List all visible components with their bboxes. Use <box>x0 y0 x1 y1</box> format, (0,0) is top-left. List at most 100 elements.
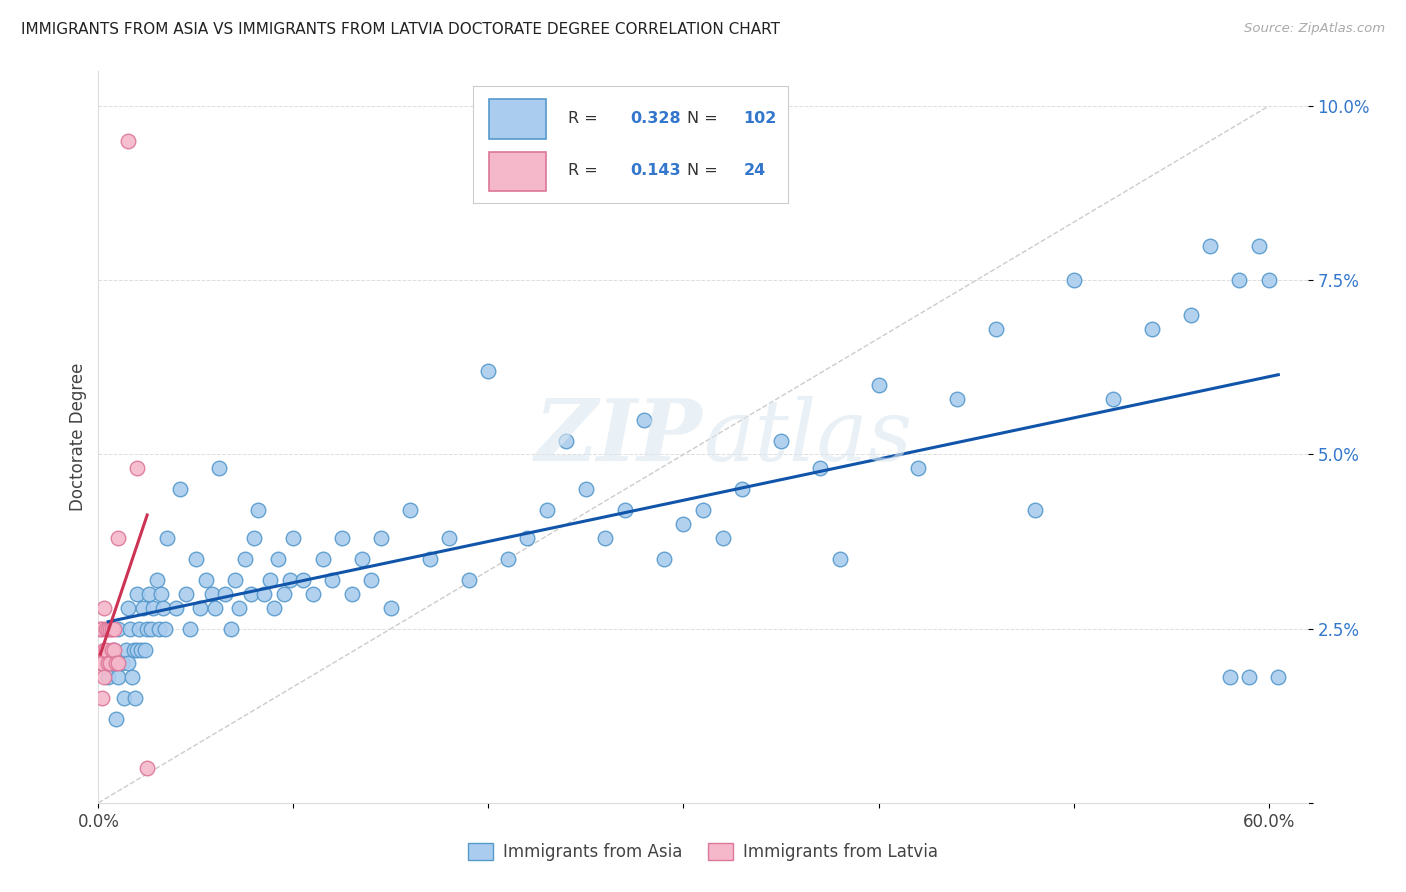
Point <box>91 691 114 706</box>
Point <box>614 503 637 517</box>
Point <box>253 587 276 601</box>
Point <box>97 670 120 684</box>
Point <box>146 573 169 587</box>
Text: ZIP: ZIP <box>536 395 703 479</box>
Point <box>93 670 115 684</box>
Point <box>1219 670 1241 684</box>
Point <box>247 503 270 517</box>
Point <box>98 657 121 671</box>
Point <box>127 587 149 601</box>
Point <box>555 434 578 448</box>
Point <box>101 622 124 636</box>
Point <box>575 483 598 497</box>
Point <box>283 531 305 545</box>
Point <box>111 657 134 671</box>
Point <box>139 622 162 636</box>
Point <box>122 642 145 657</box>
Point <box>1101 392 1123 406</box>
Point <box>104 657 127 671</box>
Point <box>692 503 714 517</box>
Point <box>107 531 129 545</box>
Point <box>1024 503 1046 517</box>
Point <box>127 461 149 475</box>
Point <box>1247 238 1270 252</box>
Point <box>302 587 325 601</box>
Point <box>496 552 519 566</box>
Point <box>219 622 242 636</box>
Point <box>267 552 290 566</box>
Point <box>633 412 655 426</box>
Point <box>239 587 262 601</box>
Point <box>117 134 139 148</box>
Point <box>1257 273 1279 287</box>
Point <box>89 657 111 671</box>
Point <box>124 691 146 706</box>
Point <box>370 531 392 545</box>
Point <box>1140 322 1163 336</box>
Point <box>93 600 115 615</box>
Point <box>439 531 461 545</box>
Point <box>165 600 187 615</box>
Point <box>132 600 155 615</box>
Point <box>103 642 125 657</box>
Point <box>149 587 172 601</box>
Point <box>1237 670 1260 684</box>
Point <box>273 587 295 601</box>
Point <box>731 483 754 497</box>
Point <box>536 503 558 517</box>
Point <box>131 642 153 657</box>
Point <box>118 622 141 636</box>
Point <box>127 642 149 657</box>
Point <box>233 552 256 566</box>
Legend: Immigrants from Asia, Immigrants from Latvia: Immigrants from Asia, Immigrants from La… <box>461 836 945 868</box>
Point <box>107 657 129 671</box>
Text: atlas: atlas <box>703 396 912 478</box>
Point <box>152 600 174 615</box>
Point <box>907 461 929 475</box>
Point <box>89 622 111 636</box>
Point <box>1199 238 1222 252</box>
Point <box>91 657 114 671</box>
Point <box>208 461 231 475</box>
Point <box>419 552 441 566</box>
Point <box>312 552 335 566</box>
Point <box>142 600 165 615</box>
Point <box>868 377 890 392</box>
Point <box>808 461 831 475</box>
Point <box>188 600 211 615</box>
Point <box>399 503 422 517</box>
Point <box>117 600 139 615</box>
Point <box>828 552 851 566</box>
Point <box>121 670 143 684</box>
Point <box>214 587 236 601</box>
Point <box>97 622 120 636</box>
Point <box>984 322 1007 336</box>
Point <box>169 483 191 497</box>
Point <box>114 642 136 657</box>
Text: Source: ZipAtlas.com: Source: ZipAtlas.com <box>1244 22 1385 36</box>
Point <box>380 600 402 615</box>
Point <box>243 531 266 545</box>
Point <box>112 691 135 706</box>
Point <box>711 531 734 545</box>
Point <box>1063 273 1085 287</box>
Point <box>340 587 363 601</box>
Point <box>292 573 315 587</box>
Point <box>458 573 481 587</box>
Point <box>278 573 301 587</box>
Point <box>263 600 285 615</box>
Point <box>769 434 792 448</box>
Point <box>200 587 222 601</box>
Point <box>259 573 281 587</box>
Point <box>184 552 207 566</box>
Point <box>321 573 343 587</box>
Point <box>153 622 176 636</box>
Point <box>156 531 179 545</box>
Point <box>204 600 226 615</box>
Point <box>101 642 124 657</box>
Point <box>174 587 197 601</box>
Point <box>516 531 538 545</box>
Point <box>595 531 617 545</box>
Point <box>224 573 246 587</box>
Point <box>96 622 118 636</box>
